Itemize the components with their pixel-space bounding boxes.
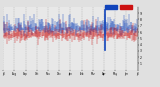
Bar <box>105 5 117 9</box>
Bar <box>120 5 132 9</box>
